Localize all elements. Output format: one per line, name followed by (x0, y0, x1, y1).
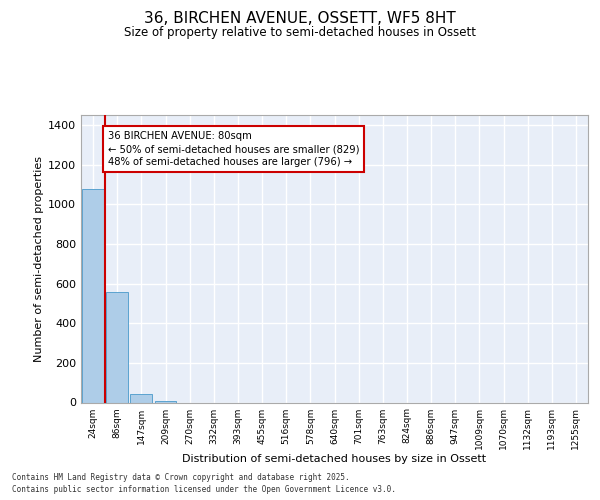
Bar (155, 400, 176, 402)
Text: 36, BIRCHEN AVENUE, OSSETT, WF5 8HT: 36, BIRCHEN AVENUE, OSSETT, WF5 8HT (144, 11, 456, 26)
Bar (106, 292, 128, 403)
Bar (130, 394, 152, 402)
Bar (82, 188, 104, 402)
Y-axis label: Number of semi-detached properties: Number of semi-detached properties (34, 156, 44, 362)
Text: Contains HM Land Registry data © Crown copyright and database right 2025.
Contai: Contains HM Land Registry data © Crown c… (12, 472, 396, 494)
Text: 36 BIRCHEN AVENUE: 80sqm
← 50% of semi-detached houses are smaller (829)
48% of : 36 BIRCHEN AVENUE: 80sqm ← 50% of semi-d… (107, 131, 359, 168)
X-axis label: Distribution of semi-detached houses by size in Ossett: Distribution of semi-detached houses by … (182, 454, 487, 464)
Text: Size of property relative to semi-detached houses in Ossett: Size of property relative to semi-detach… (124, 26, 476, 39)
